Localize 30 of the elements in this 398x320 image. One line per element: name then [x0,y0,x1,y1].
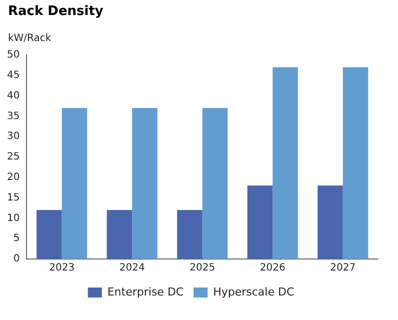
bar [36,210,62,259]
y-tick-label: 35 [6,110,20,122]
chart-title: Rack Density [8,4,104,19]
y-tick-label: 40 [6,90,20,102]
y-tick-label: 0 [13,254,20,265]
bar [62,108,88,259]
bar [318,186,343,259]
bar [132,108,158,259]
x-tick-label: 2027 [330,262,356,274]
bar [272,67,298,259]
bar [202,108,228,259]
x-tick-label: 2024 [119,262,145,274]
y-tick-label: 50 [6,50,20,61]
bar [106,210,132,259]
y-tick-label: 20 [6,172,20,183]
y-axis-title: kW/Rack [8,33,52,44]
y-tick-label: 25 [6,152,20,163]
x-tick-label: 2025 [190,262,216,274]
y-tick-label: 15 [6,192,20,204]
legend-label: Hyperscale DC [213,285,294,298]
y-tick-label: 10 [6,212,20,224]
y-tick-label: 30 [6,131,20,142]
y-tick-label: 5 [13,233,20,244]
legend-label: Enterprise DC [107,285,184,298]
x-tick-label: 2023 [49,262,75,274]
bar [247,186,273,259]
y-tick-label: 45 [6,70,20,81]
bar [177,210,202,259]
bar [342,67,368,259]
x-tick-label: 2026 [260,262,286,274]
